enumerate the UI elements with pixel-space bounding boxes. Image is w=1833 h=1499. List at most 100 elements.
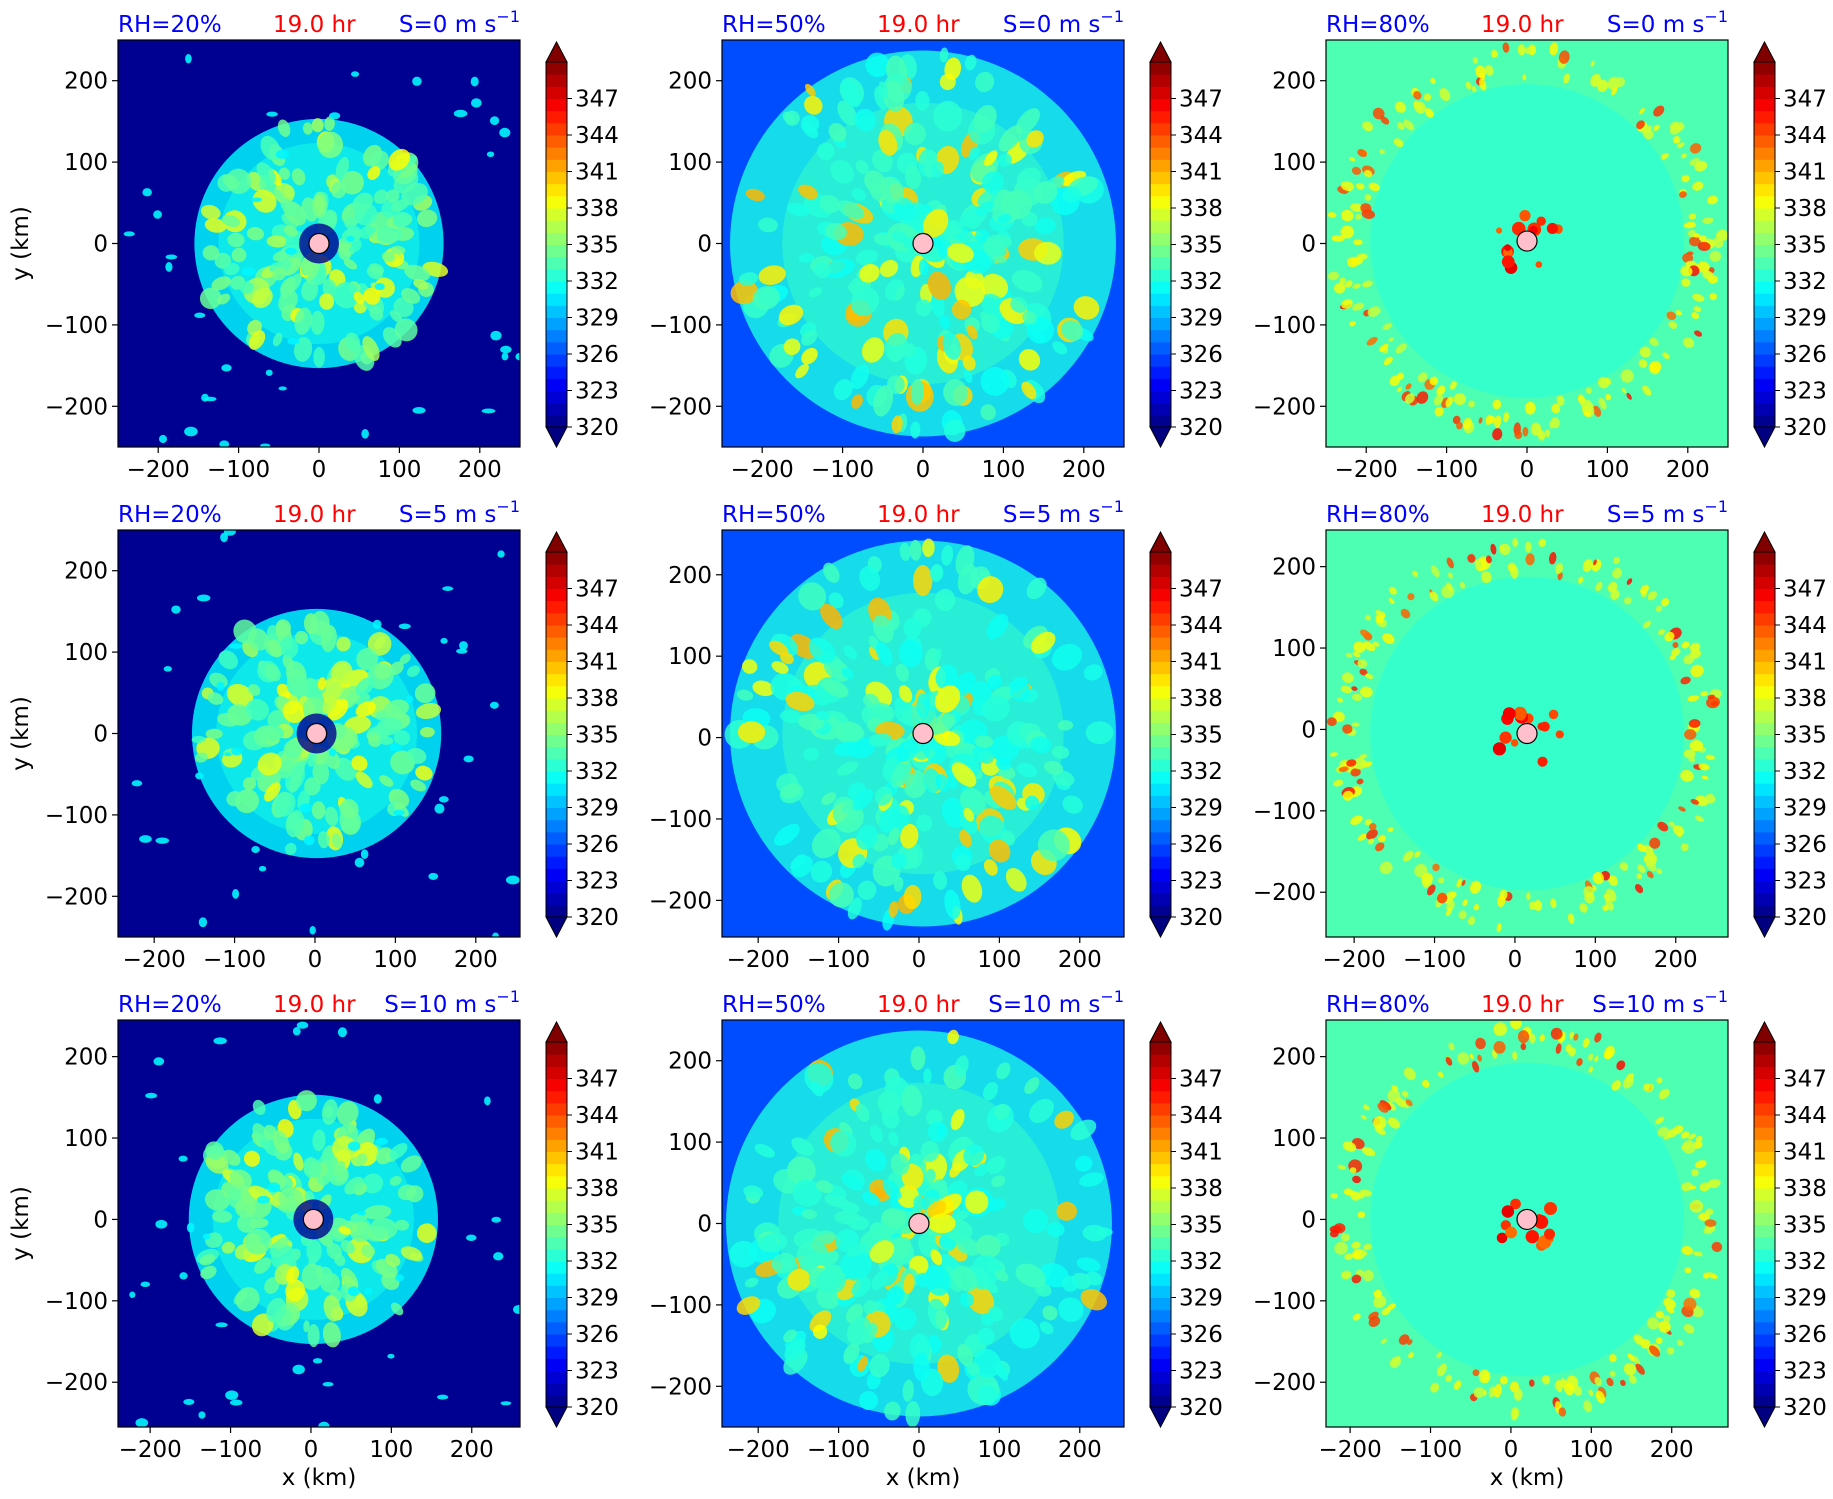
convective-cell [988, 839, 1011, 863]
colorbar-segment [546, 698, 567, 711]
convective-cell [389, 743, 402, 752]
colorbar-tick-label: 338 [1783, 196, 1827, 222]
convective-cell [1330, 1193, 1338, 1199]
convective-cell [1662, 352, 1670, 360]
convective-cell [997, 213, 1012, 224]
convective-cell [401, 182, 428, 206]
convective-cell [804, 95, 823, 115]
convective-cell [1046, 1222, 1065, 1237]
convective-cell [955, 1237, 981, 1256]
colorbar-segment [1754, 1236, 1775, 1250]
convective-cell [1520, 1043, 1527, 1051]
convective-cell [212, 1210, 233, 1223]
convective-cell [963, 807, 975, 822]
convective-cell [1382, 633, 1395, 645]
colorbar-segment [1150, 588, 1171, 602]
convective-cell [1619, 862, 1629, 871]
colorbar-segment [1754, 74, 1775, 87]
convective-cell [1010, 296, 1028, 313]
colorbar-segment [1150, 1273, 1171, 1286]
convective-cell [1524, 541, 1532, 553]
convective-cell [998, 125, 1023, 152]
convective-cell [934, 685, 961, 713]
convective-cell [903, 122, 926, 146]
convective-cell [1621, 387, 1627, 394]
y-tick-label: 200 [1272, 555, 1316, 581]
convective-cell [389, 310, 403, 323]
convective-cell [813, 262, 831, 279]
y-tick-label: 0 [93, 722, 108, 748]
storm-center-marker [1516, 722, 1538, 745]
colorbar-segment [1754, 171, 1775, 185]
convective-cell [879, 259, 899, 278]
colorbar-segment [546, 661, 567, 675]
colorbar-segment [546, 844, 567, 857]
convective-cell [823, 562, 840, 583]
convective-cell [1576, 1058, 1583, 1067]
colorbar-segment [1754, 1321, 1775, 1335]
colorbar-segment [1754, 62, 1775, 75]
eyewall-cell [1544, 1201, 1558, 1216]
colorbar-segment [1150, 1224, 1171, 1238]
colorbar-segment [1150, 771, 1171, 784]
storm-center-marker [1516, 230, 1538, 252]
y-tick-label: 0 [1301, 717, 1316, 743]
convective-cell [184, 426, 198, 437]
colorbar-tick-label: 326 [1783, 342, 1827, 368]
convective-cell [226, 790, 243, 807]
convective-cell [882, 80, 905, 112]
colorbar-segment [546, 710, 567, 723]
convective-cell [364, 1287, 373, 1296]
colorbar-segment [1150, 1078, 1171, 1092]
convective-cell [859, 263, 880, 283]
convective-cell [957, 1343, 974, 1367]
convective-cell [311, 118, 324, 133]
convective-cell [211, 276, 232, 291]
convective-cell [977, 1327, 995, 1346]
convective-cell [847, 897, 862, 920]
y-tick-label: −100 [1253, 1289, 1316, 1315]
axes-frame [1325, 529, 1729, 938]
colorbar-segment [1754, 1261, 1775, 1274]
convective-cell [285, 1279, 306, 1302]
convective-cell [927, 271, 952, 300]
colorbar-segment [546, 1370, 567, 1384]
convective-cell [1070, 1119, 1097, 1141]
convective-cell [1595, 581, 1603, 592]
convective-cell [736, 689, 754, 701]
convective-cell [1076, 1257, 1101, 1272]
convective-cell [1456, 421, 1463, 430]
colorbar-segment [546, 831, 567, 845]
convective-cell [356, 648, 379, 671]
convective-cell [1649, 360, 1662, 373]
convective-cell [809, 1310, 832, 1333]
colorbar-segment [1754, 1102, 1775, 1116]
x-tick-label: 0 [308, 947, 323, 973]
convective-cell [891, 852, 907, 870]
convective-cell [1363, 169, 1373, 178]
convective-cell [1052, 643, 1083, 671]
colorbar-tick-label: 344 [1783, 613, 1827, 639]
convective-cell [1372, 641, 1380, 647]
convective-cell [322, 1382, 334, 1387]
convective-cell [1393, 138, 1404, 148]
convective-cell [272, 332, 283, 347]
convective-cell [865, 52, 890, 78]
convective-cell [1350, 768, 1361, 777]
convective-cell [1436, 1351, 1442, 1359]
convective-cell [1550, 1027, 1563, 1040]
colorbar-segment [1754, 232, 1775, 245]
convective-cell [1469, 1053, 1474, 1060]
x-tick-label: −200 [123, 947, 186, 973]
colorbar-segment [546, 1321, 567, 1335]
convective-cell [1528, 1379, 1535, 1387]
colorbar-tick-label: 326 [575, 1322, 619, 1348]
convective-cell [278, 1187, 304, 1212]
convective-cell [1364, 194, 1372, 201]
convective-cell [1706, 696, 1720, 709]
convective-cell [888, 901, 899, 918]
convective-cell [774, 823, 800, 846]
y-tick-label: −200 [45, 1370, 108, 1396]
x-tick-label: −100 [1415, 457, 1478, 483]
colorbar-segment [1150, 1309, 1171, 1323]
